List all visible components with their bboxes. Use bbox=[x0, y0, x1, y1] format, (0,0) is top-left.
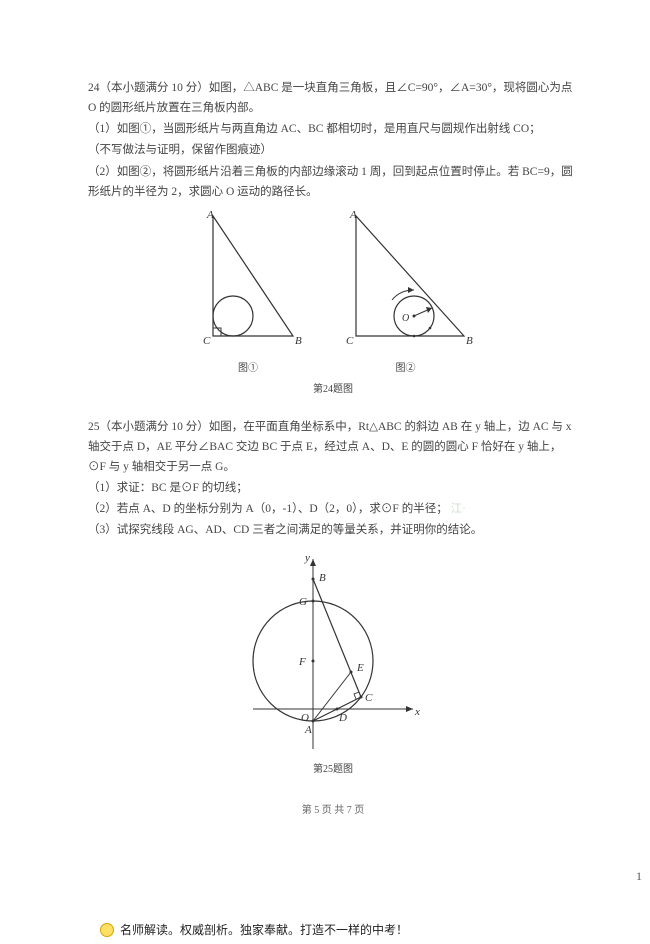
label-D: D bbox=[338, 712, 347, 724]
label-O25: O bbox=[301, 712, 309, 724]
label-C: C bbox=[203, 335, 211, 347]
figure-24-1: A C B 图① bbox=[191, 208, 306, 378]
problem-24: 24（本小题满分 10 分）如图，△ABC 是一块直角三角板，且∠C=90°，∠… bbox=[88, 78, 578, 399]
label-O: O bbox=[402, 313, 409, 324]
p25-part2-text: （2）若点 A、D 的坐标分别为 A（0，-1）、D（2，0），求⊙F 的半径； bbox=[88, 503, 448, 515]
smiley-icon bbox=[100, 923, 114, 937]
problem-25: 25（本小题满分 10 分）如图，在平面直角坐标系中，Rt△ABC 的斜边 AB… bbox=[88, 417, 578, 778]
figure-25: x y F A G D O bbox=[243, 549, 423, 779]
label-A2: A bbox=[349, 209, 357, 221]
label-x: x bbox=[414, 706, 420, 718]
p24-header: 24（本小题满分 10 分）如图，△ABC 是一块直角三角板，且∠C=90°，∠… bbox=[88, 78, 578, 118]
watermark-inline: 江· bbox=[451, 503, 466, 515]
side-page-number: 1 bbox=[636, 869, 642, 884]
label-A25: A bbox=[304, 724, 312, 736]
label-G: G bbox=[299, 596, 307, 608]
p25-part2: （2）若点 A、D 的坐标分别为 A（0，-1）、D（2，0），求⊙F 的半径；… bbox=[88, 499, 578, 519]
label-B25: B bbox=[319, 572, 326, 584]
label-A: A bbox=[206, 209, 214, 221]
p25-part3: （3）试探究线段 AG、AD、CD 三者之间满足的等量关系，并证明你的结论。 bbox=[88, 520, 578, 540]
p24-part1a: （1）如图①，当圆形纸片与两直角边 AC、BC 都相切时，是用直尺与圆规作出射线… bbox=[88, 119, 578, 139]
figure-row-24: A C B 图① O bbox=[88, 208, 578, 378]
label-B: B bbox=[295, 335, 302, 347]
label-F: F bbox=[298, 656, 306, 668]
caption-25: 第25题图 bbox=[243, 761, 423, 779]
page-content: 24（本小题满分 10 分）如图，△ABC 是一块直角三角板，且∠C=90°，∠… bbox=[88, 78, 578, 820]
label-B2: B bbox=[466, 335, 473, 347]
label-C25: C bbox=[365, 692, 373, 704]
fig2-label: 图② bbox=[336, 360, 476, 378]
p24-part2: （2）如图②，将圆形纸片沿着三角板的内部边缘滚动 1 周，回到起点位置时停止。若… bbox=[88, 162, 578, 202]
label-y: y bbox=[304, 552, 310, 564]
fig1-label: 图① bbox=[191, 360, 306, 378]
page-indicator: 第 5 页 共 7 页 bbox=[88, 802, 578, 820]
p25-header: 25（本小题满分 10 分）如图，在平面直角坐标系中，Rt△ABC 的斜边 AB… bbox=[88, 417, 578, 477]
figure-24-2: O A C B 图② bbox=[336, 208, 476, 378]
p24-part1b: （不写做法与证明，保留作图痕迹） bbox=[88, 140, 578, 160]
figure-25-wrap: x y F A G D O bbox=[88, 549, 578, 779]
caption-24: 第24题图 bbox=[88, 381, 578, 399]
bottom-banner: 名师解读。权威剖析。独家奉献。打造不一样的中考！ bbox=[100, 921, 408, 938]
p25-part1: （1）求证：BC 是⊙F 的切线； bbox=[88, 478, 578, 498]
bottom-banner-text: 名师解读。权威剖析。独家奉献。打造不一样的中考！ bbox=[120, 921, 408, 938]
label-C2: C bbox=[346, 335, 354, 347]
label-E: E bbox=[356, 662, 364, 674]
